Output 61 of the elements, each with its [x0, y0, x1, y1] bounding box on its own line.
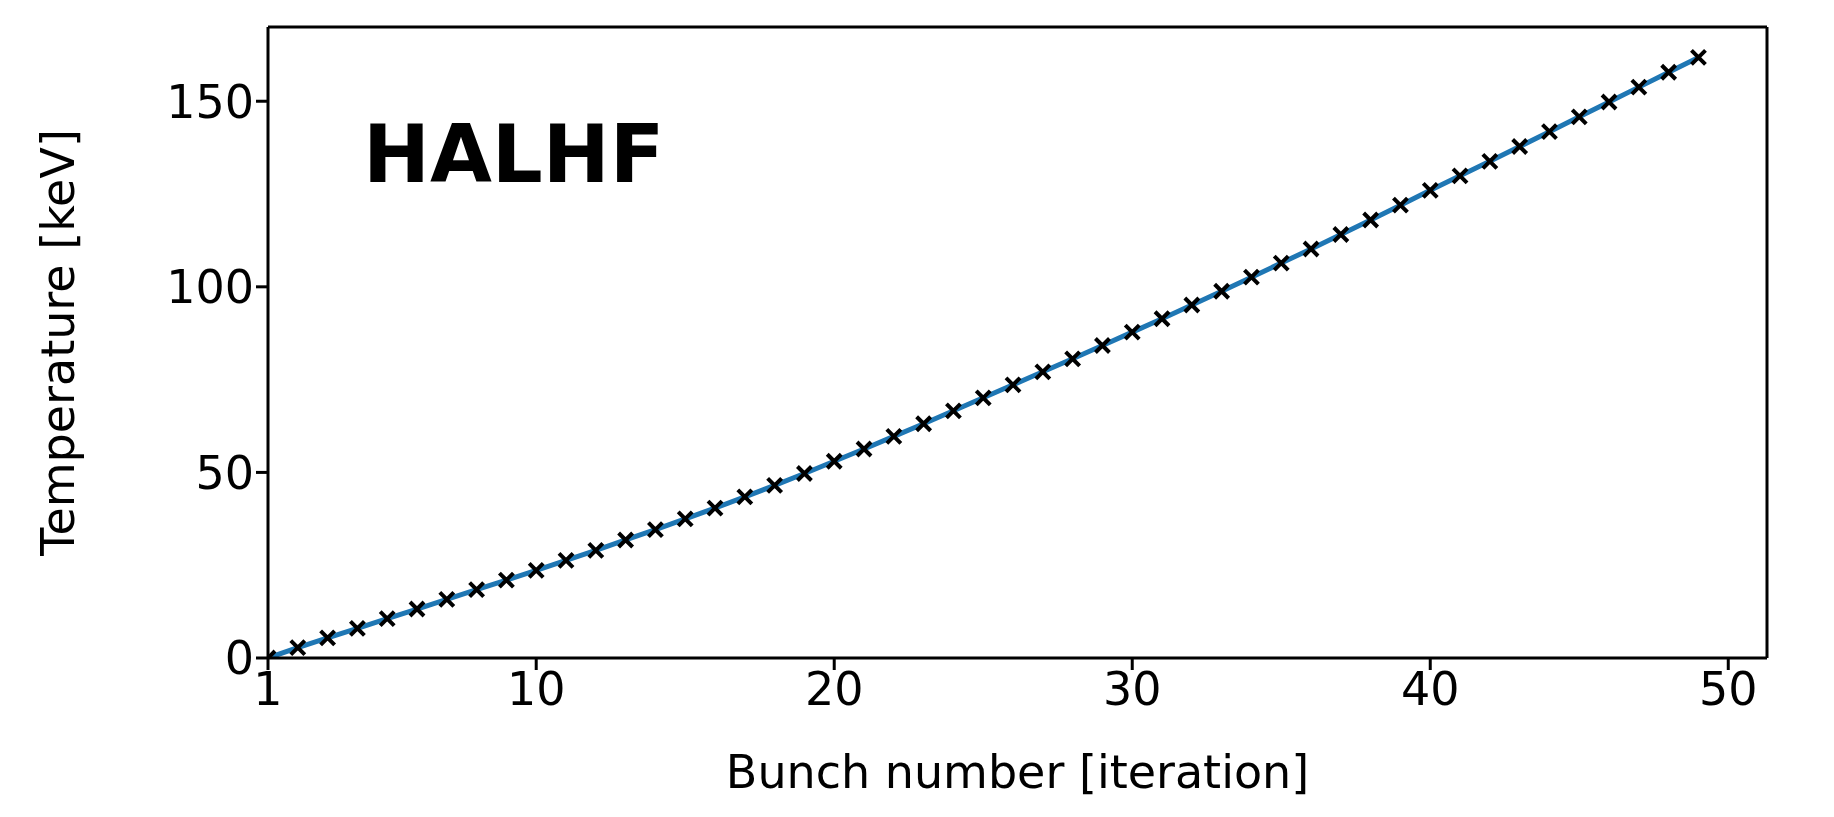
point — [884, 427, 903, 446]
annotation: HALHF — [363, 108, 665, 201]
point — [1540, 122, 1559, 141]
point — [378, 609, 397, 628]
point — [914, 414, 933, 433]
point — [1153, 309, 1172, 328]
point — [1063, 349, 1082, 368]
point — [1123, 323, 1142, 342]
point — [1212, 282, 1231, 301]
point — [1182, 296, 1201, 315]
point — [1242, 268, 1261, 287]
point — [288, 638, 307, 657]
point — [706, 499, 725, 518]
y-tick-label: 50 — [195, 445, 254, 500]
x-tick-label: 40 — [1400, 661, 1460, 716]
point — [825, 452, 844, 471]
x-tick-label: 1 — [253, 661, 283, 716]
point — [1331, 225, 1350, 244]
y-tick-label: 100 — [166, 260, 254, 315]
point — [974, 388, 993, 407]
point — [1451, 166, 1470, 185]
point — [467, 580, 486, 599]
x-axis-title: Bunch number [iteration] — [725, 745, 1310, 799]
point — [1480, 152, 1499, 171]
x-tick-label: 10 — [506, 661, 566, 716]
point — [795, 464, 814, 483]
point — [1689, 48, 1708, 67]
point — [1302, 239, 1321, 258]
point — [735, 487, 754, 506]
point — [318, 628, 337, 647]
point — [437, 590, 456, 609]
point — [348, 619, 367, 638]
point — [616, 530, 635, 549]
point — [944, 401, 963, 420]
point — [1004, 375, 1023, 394]
point — [1600, 92, 1619, 111]
point — [1421, 181, 1440, 200]
point — [1361, 211, 1380, 230]
y-axis-title: Temperature [keV] — [31, 129, 86, 557]
point — [527, 561, 546, 580]
point — [1659, 63, 1678, 82]
y-tick-label: 150 — [166, 74, 254, 129]
point — [1629, 78, 1648, 97]
point — [408, 600, 427, 618]
x-tick-label: 50 — [1698, 661, 1758, 716]
point — [1272, 254, 1291, 273]
x-tick-label: 20 — [804, 661, 864, 716]
point — [646, 520, 665, 539]
point — [1093, 336, 1112, 355]
y-tick-label: 0 — [224, 631, 254, 686]
point — [497, 571, 516, 590]
point — [676, 509, 695, 528]
point — [855, 440, 874, 459]
point — [586, 541, 605, 560]
point — [1391, 196, 1410, 215]
point — [557, 551, 576, 570]
x-tick-label: 30 — [1102, 661, 1162, 716]
point — [1570, 107, 1589, 126]
point — [1033, 362, 1052, 381]
point — [765, 476, 784, 495]
point — [1510, 137, 1529, 156]
